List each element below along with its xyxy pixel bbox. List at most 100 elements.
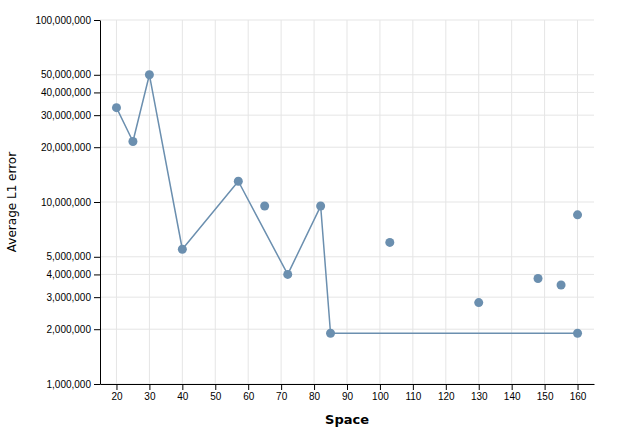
tick-label: 1,000,000	[47, 379, 92, 390]
tick: 20	[111, 384, 123, 402]
tick: 160	[570, 384, 587, 402]
plot-area: 20 30 40 50 60 70 80 90 100 110 120 130 140 150 160 1,0…	[35, 15, 594, 402]
tick-label: 120	[438, 391, 455, 402]
tick-mark	[116, 384, 117, 390]
grid-line-y	[100, 274, 594, 275]
tick-mark	[347, 384, 348, 390]
tick-label: 4,000,000	[47, 269, 92, 280]
line-marker	[573, 329, 582, 338]
tick-label: 50,000,000	[41, 69, 91, 80]
line-marker	[112, 103, 121, 112]
tick-label: 150	[537, 391, 554, 402]
grid-line-y	[100, 74, 594, 75]
tick-label: 70	[276, 391, 288, 402]
line-marker	[234, 177, 243, 186]
line-marker	[178, 245, 187, 254]
tick-label: 20,000,000	[41, 142, 91, 153]
tick-mark	[94, 20, 100, 21]
tick-mark	[380, 384, 381, 390]
tick: 80	[309, 384, 321, 402]
tick-mark	[149, 384, 150, 390]
y-axis: 1,000,000 2,000,000 3,000,000 4,000,000 5,00…	[35, 15, 100, 390]
marks	[112, 70, 582, 337]
tick: 1,000,000	[47, 379, 101, 390]
tick-label: 40,000,000	[41, 87, 91, 98]
tick-mark	[94, 202, 100, 203]
tick: 50,000,000	[41, 69, 100, 80]
scatter-point	[260, 202, 269, 211]
grid-line-y	[100, 297, 594, 298]
y-axis-title: Average L1 error	[5, 152, 19, 252]
tick-mark	[215, 384, 216, 390]
tick-label: 110	[405, 391, 421, 402]
tick-mark	[94, 75, 100, 76]
tick: 110	[405, 384, 421, 402]
line-marker	[326, 329, 335, 338]
line-marker	[316, 202, 325, 211]
tick: 140	[504, 384, 521, 402]
tick-label: 5,000,000	[47, 251, 92, 262]
grid-line-y	[100, 329, 594, 330]
tick-mark	[446, 384, 447, 390]
tick: 100,000,000	[35, 15, 100, 26]
tick-label: 30	[144, 391, 156, 402]
tick-label: 10,000,000	[41, 197, 91, 208]
tick: 90	[342, 384, 354, 402]
tick-mark	[94, 257, 100, 258]
tick-label: 100	[372, 391, 389, 402]
scatter-point	[573, 210, 582, 219]
tick-label: 160	[570, 391, 587, 402]
tick-label: 3,000,000	[47, 292, 92, 303]
tick: 70	[276, 384, 288, 402]
grid-line-y	[100, 92, 594, 93]
tick: 150	[537, 384, 554, 402]
tick-label: 140	[504, 391, 521, 402]
tick-label: 40	[177, 391, 189, 402]
tick: 2,000,000	[47, 324, 101, 335]
tick: 50	[210, 384, 222, 402]
tick-mark	[413, 384, 414, 390]
tick-label: 90	[342, 391, 354, 402]
tick-label: 50	[210, 391, 222, 402]
tick: 10,000,000	[41, 197, 100, 208]
tick-mark	[248, 384, 249, 390]
tick-label: 100,000,000	[35, 15, 91, 26]
tick-label: 60	[243, 391, 255, 402]
tick: 20,000,000	[41, 142, 100, 153]
axis-line	[100, 21, 101, 385]
tick-mark	[94, 297, 100, 298]
tick-mark	[512, 384, 513, 390]
tick-label: 20	[111, 391, 123, 402]
grid-line-y	[100, 20, 594, 21]
chart: 20 30 40 50 60 70 80 90 100 110 120 130 140 150 160 1,0…	[0, 0, 618, 436]
line-marker	[128, 137, 137, 146]
tick-label: 80	[309, 391, 321, 402]
tick-label: 30,000,000	[41, 110, 91, 121]
tick-mark	[182, 384, 183, 390]
tick-label: 2,000,000	[47, 324, 92, 335]
series-line	[116, 75, 577, 333]
tick: 40	[177, 384, 189, 402]
grid-line-y	[100, 115, 594, 116]
scatter-point	[474, 298, 483, 307]
tick-mark	[314, 384, 315, 390]
tick: 40,000,000	[41, 87, 100, 98]
tick-mark	[545, 384, 546, 390]
tick-mark	[281, 384, 282, 390]
tick: 5,000,000	[47, 251, 101, 262]
tick: 120	[438, 384, 455, 402]
tick: 130	[471, 384, 488, 402]
tick-mark	[94, 384, 100, 385]
scatter-point	[385, 238, 394, 247]
tick: 60	[243, 384, 255, 402]
grid-line-y	[100, 147, 594, 148]
tick: 3,000,000	[47, 292, 101, 303]
tick: 4,000,000	[47, 269, 101, 280]
line-marker	[145, 70, 154, 79]
tick-mark	[94, 329, 100, 330]
x-axis-title: Space	[325, 412, 369, 427]
tick: 100	[372, 384, 389, 402]
x-axis: 20 30 40 50 60 70 80 90 100 110 120 130 140 150 160	[101, 384, 595, 402]
line-marker	[283, 270, 292, 279]
scatter-point	[534, 274, 543, 283]
